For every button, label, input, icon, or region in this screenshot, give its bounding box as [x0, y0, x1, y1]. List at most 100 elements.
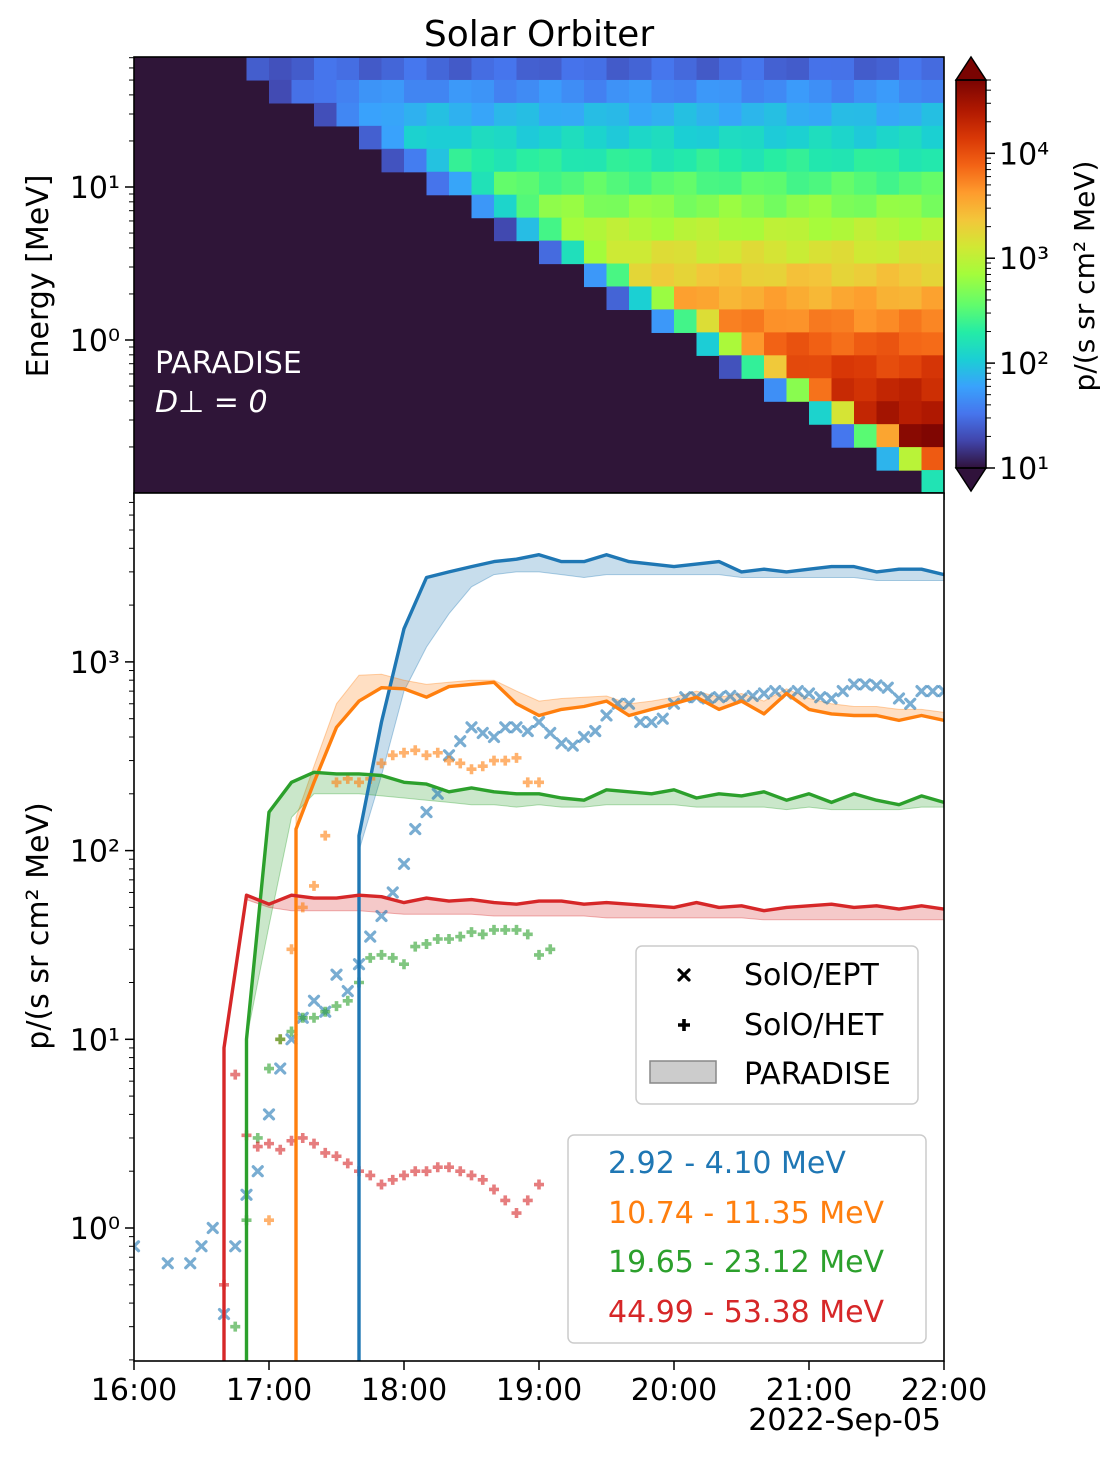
heatmap-cell — [764, 286, 788, 311]
heatmap-cell — [741, 263, 765, 288]
heatmap-cell — [381, 148, 405, 173]
y-tick-label: 10² — [70, 835, 120, 870]
het-marker — [477, 1174, 488, 1185]
heatmap-cell — [696, 309, 720, 333]
legend-instruments: SolO/EPT SolO/HET PARADISE — [635, 945, 919, 1105]
heatmap-cell — [651, 171, 675, 196]
ept-marker — [791, 685, 804, 698]
heatmap-cell — [921, 125, 944, 150]
heatmap-cell — [854, 401, 878, 425]
het-marker — [275, 1144, 286, 1155]
heatmap-cell — [651, 125, 675, 150]
ept-marker — [487, 730, 501, 744]
heatmap-cell — [539, 217, 563, 242]
het-marker — [678, 1019, 690, 1031]
het-marker — [477, 761, 488, 772]
heatmap-cell — [764, 309, 788, 333]
heatmap-cell — [854, 194, 878, 219]
heatmap-cell — [606, 79, 630, 104]
heatmap-cell — [854, 57, 878, 81]
heatmap-cell — [494, 217, 518, 242]
het-marker — [511, 924, 522, 935]
y-tick-label: 10¹ — [70, 1023, 120, 1058]
heatmap-cell — [269, 79, 293, 104]
heatmap-cell — [876, 309, 900, 333]
heatmap-cell — [786, 286, 810, 311]
heatmap-cell — [899, 102, 923, 127]
heatmap-cell — [696, 286, 720, 311]
heatmap-cell — [606, 102, 630, 127]
heatmap-cell — [494, 171, 518, 196]
heatmap-cell — [561, 171, 585, 196]
heatmap-cell — [741, 240, 765, 265]
heatmap-cell — [921, 286, 944, 311]
timeseries-ylabel: p/(s sr cm² MeV) — [21, 802, 56, 1049]
heatmap-cell — [786, 79, 810, 104]
heatmap-cell — [539, 102, 563, 127]
heatmap-cell — [404, 102, 428, 127]
heatmap-cell — [674, 102, 698, 127]
ept-marker — [724, 689, 737, 703]
heatmap-cell — [696, 240, 720, 265]
heatmap-cell — [314, 79, 338, 104]
ept-marker — [656, 712, 669, 725]
heatmap-cell — [921, 217, 944, 242]
heatmap-cell — [696, 148, 720, 173]
ept-marker — [431, 787, 444, 800]
colorbar-ticks: 10¹ 10² 10³ 10⁴ — [986, 79, 1049, 487]
heatmap-cell — [314, 102, 338, 127]
het-marker — [387, 952, 398, 963]
heatmap-cell — [764, 355, 788, 379]
heatmap-cell — [584, 217, 608, 242]
ept-marker — [589, 724, 602, 738]
heatmap-cell — [606, 217, 630, 242]
ept-marker — [476, 726, 489, 740]
ept-marker — [442, 749, 456, 762]
het-marker — [477, 929, 488, 940]
ept-marker — [544, 726, 557, 740]
ept-marker — [330, 968, 343, 981]
het-marker — [297, 902, 308, 913]
heatmap-cell — [876, 240, 900, 265]
heatmap-cell — [809, 57, 833, 81]
heatmap-cell — [876, 401, 900, 425]
het-marker — [522, 777, 533, 788]
heatmap-cell — [831, 171, 855, 196]
ept-marker — [926, 685, 939, 698]
het-marker — [331, 1001, 342, 1012]
heatmap-cell — [899, 57, 923, 81]
paradise-lines — [222, 553, 944, 1361]
het-marker — [230, 1069, 241, 1080]
het-marker — [432, 934, 443, 945]
x-tick-label: 20:00 — [631, 1373, 717, 1408]
ept-marker — [622, 697, 636, 710]
heatmap-cell — [426, 57, 450, 81]
heatmap-cell — [696, 217, 720, 242]
ept-marker — [386, 886, 399, 899]
heatmap-cell — [584, 125, 608, 150]
heatmap-cell — [584, 57, 608, 81]
het-marker — [511, 752, 522, 763]
heatmap-cell — [719, 240, 743, 265]
heatmap-cell — [921, 57, 944, 81]
paradise-label: PARADISE — [155, 346, 302, 381]
het-marker — [264, 1063, 274, 1074]
het-marker — [432, 747, 443, 758]
ept-marker — [825, 692, 838, 705]
het-marker — [342, 1158, 353, 1169]
legend-energies: 2.92 - 4.10 MeV 10.74 - 11.35 MeV 19.65 … — [567, 1134, 927, 1344]
heatmap-cell — [899, 194, 923, 219]
heatmap-cell — [899, 332, 923, 356]
heatmap-cell — [629, 171, 653, 196]
heatmap-cell — [651, 286, 675, 311]
het-marker — [387, 1174, 398, 1185]
het-marker — [500, 1195, 511, 1206]
colorbar-tick-label: 10⁴ — [999, 137, 1049, 172]
heatmap-cell — [516, 57, 540, 81]
heatmap-cell — [719, 355, 743, 379]
ept-marker — [206, 1221, 219, 1235]
het-marker — [421, 750, 432, 761]
heatmap-cell — [921, 401, 944, 425]
heatmap-cell — [584, 79, 608, 104]
